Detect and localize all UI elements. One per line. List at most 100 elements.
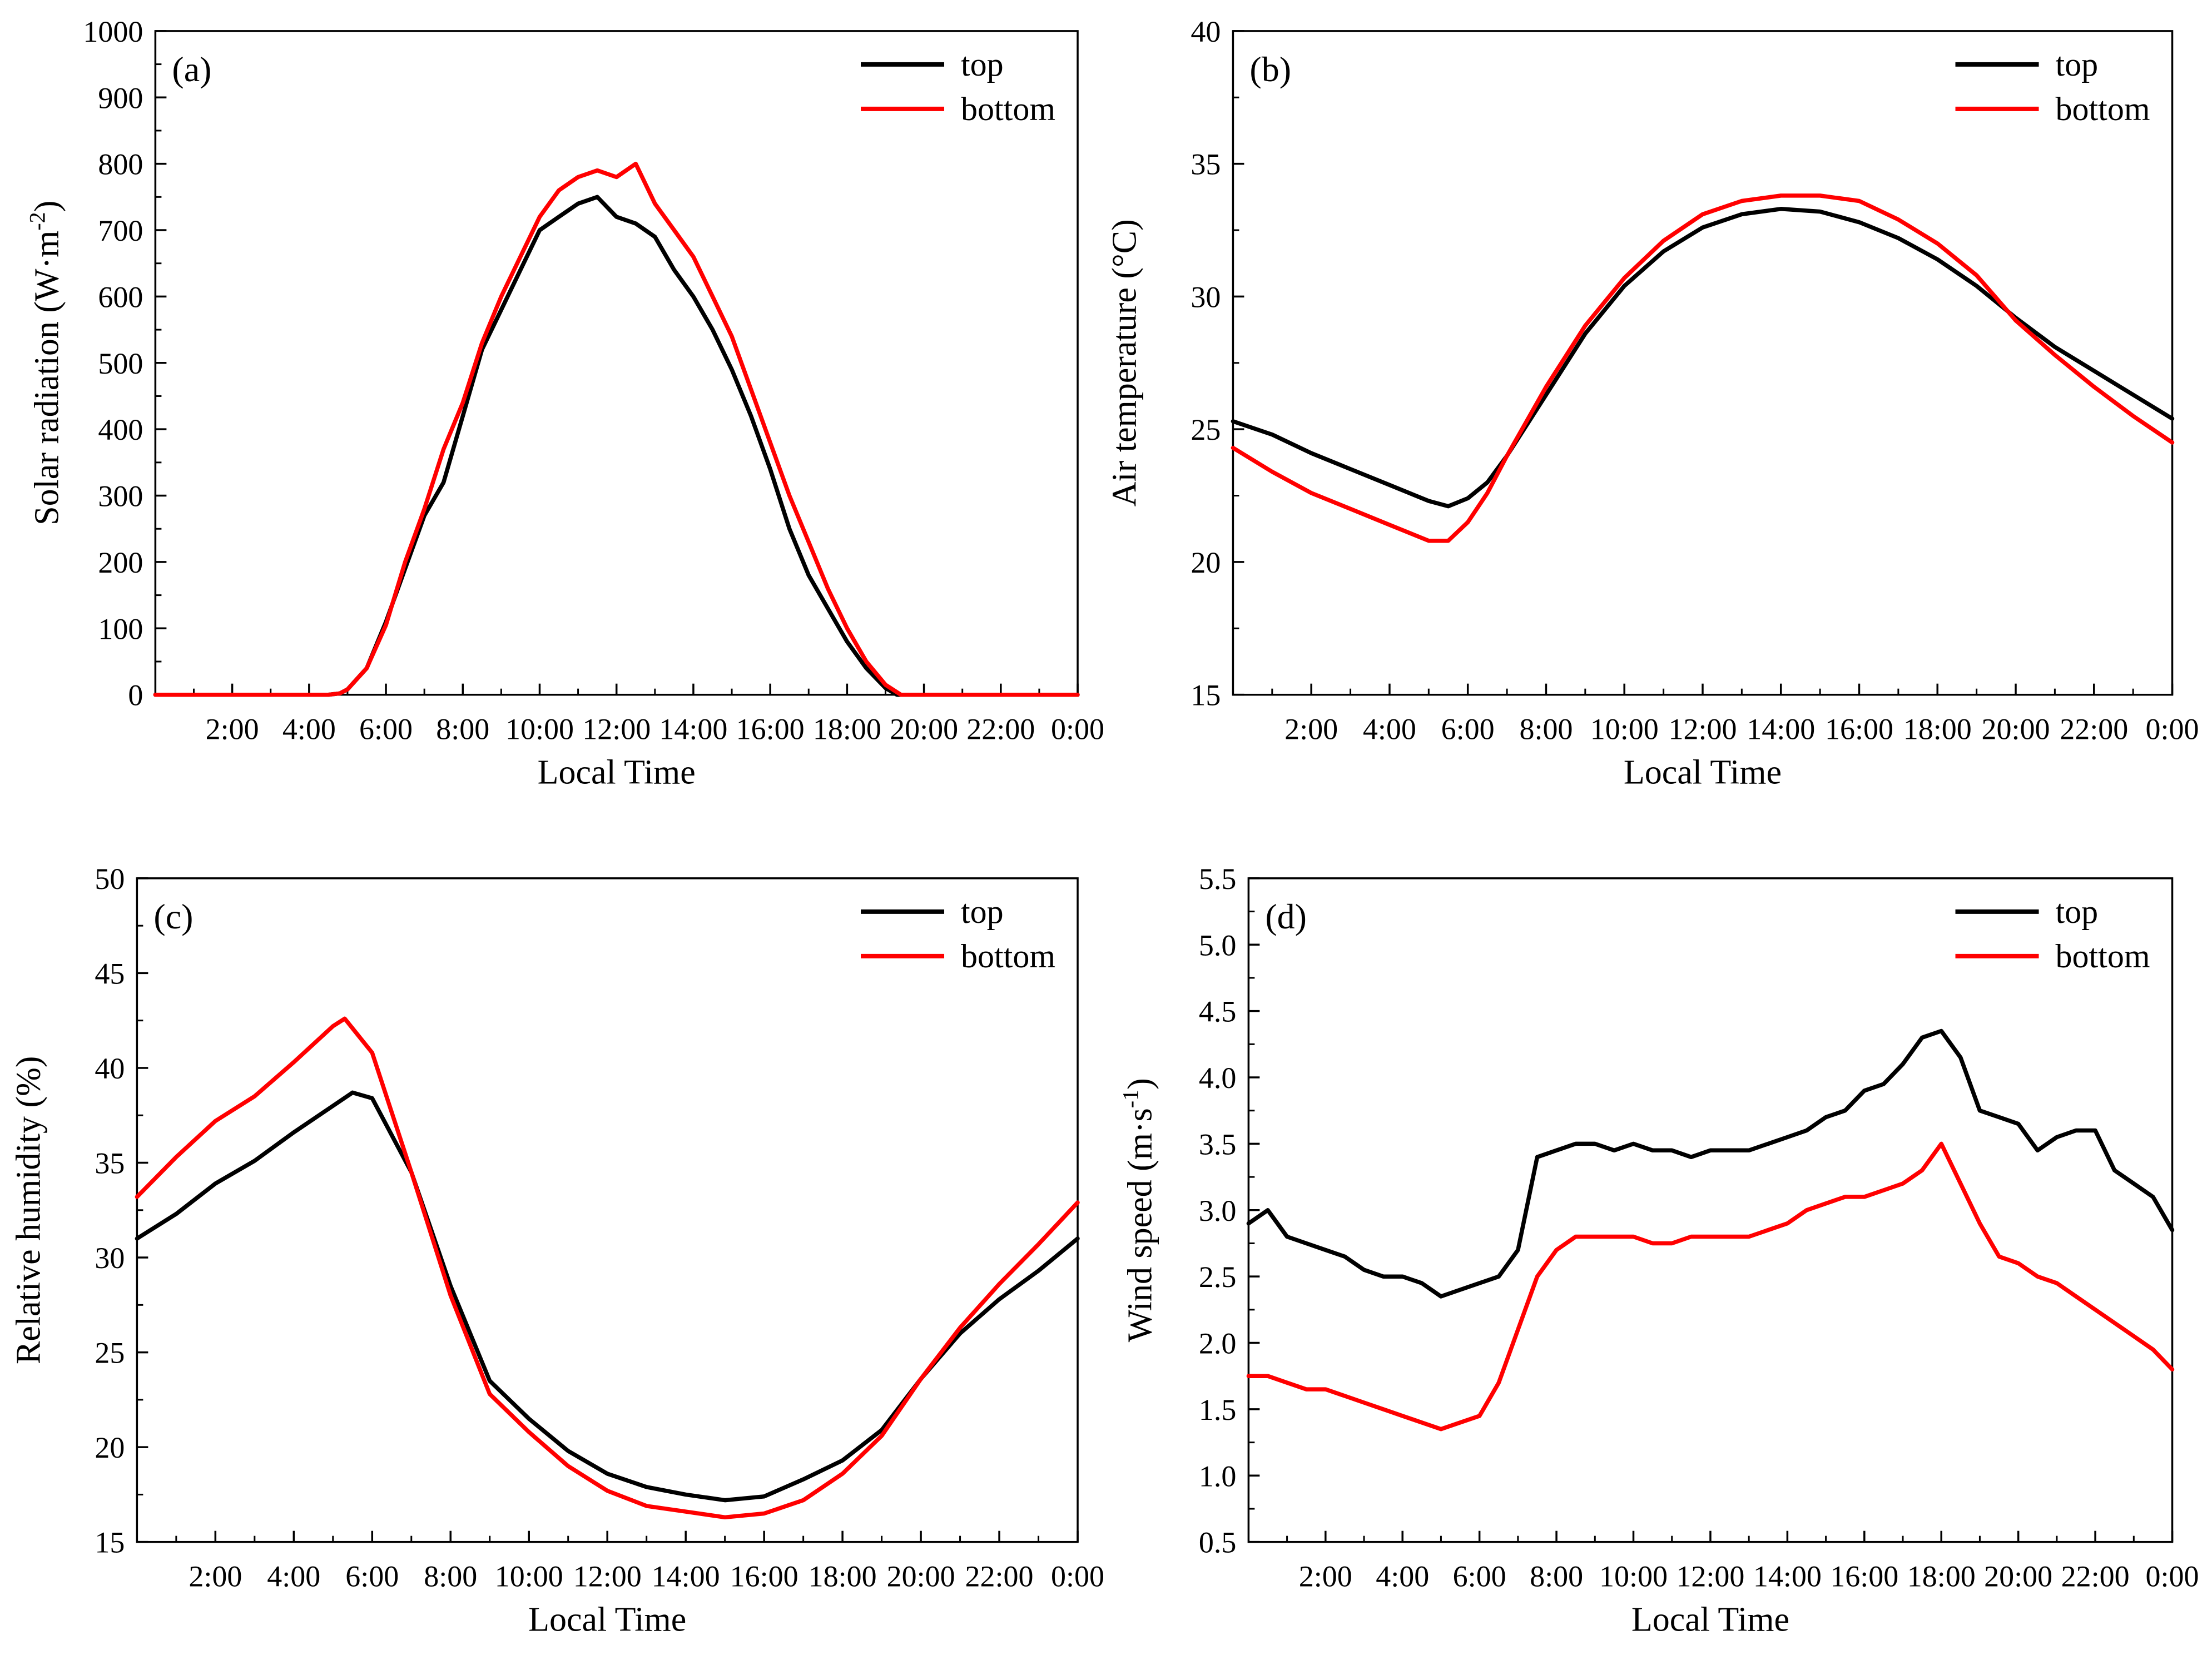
panel-d: 2:00 4:00 6:00 8:00 10:00 12:00 14:00 16:00 18:0…: [1118, 862, 2199, 1639]
plot-frame: [1247, 877, 2174, 1543]
series-line-top: [153, 195, 1080, 697]
y-tick-label: 200: [98, 546, 143, 579]
y-axis-title-superscript: -1: [1118, 1090, 1143, 1108]
panel-b: 2:00 4:00 6:00 8:00 10:00 12:00 14:00 16:00 18:0…: [1105, 15, 2199, 792]
y-tick-label: 800: [98, 148, 143, 181]
y-tick-label: 30: [1191, 280, 1221, 314]
x-tick-label: 4:00: [1376, 1560, 1429, 1593]
panel-label: (d): [1265, 897, 1307, 936]
x-tick-label: 14:00: [659, 713, 727, 746]
x-tick-label: 4:00: [267, 1560, 320, 1593]
x-axis-title: Local Time: [1624, 754, 1782, 792]
y-tick-label: 2.0: [1199, 1327, 1237, 1360]
y-tick-label: 500: [98, 347, 143, 380]
panel-label: (b): [1249, 49, 1291, 89]
y-axis-title: Solar radiation (W·m-2): [24, 201, 66, 525]
x-tick-label: 8:00: [1519, 713, 1573, 746]
y-axis-title-tail: ): [28, 201, 66, 212]
legend-label-top: top: [961, 46, 1004, 83]
y-tick-label: 40: [95, 1052, 125, 1085]
x-tick-label: 2:00: [206, 713, 259, 746]
y-tick-label: 25: [95, 1336, 125, 1370]
x-tick-label: 22:00: [2061, 1560, 2130, 1593]
series-line-bottom: [1246, 1141, 2175, 1432]
x-tick-label: 10:00: [1599, 1560, 1668, 1593]
x-axis-title: Local Time: [528, 1601, 686, 1639]
y-axis-title-text: Solar radiation (W·m: [28, 231, 66, 525]
x-tick-label: 12:00: [1668, 713, 1737, 746]
series-line-bottom: [135, 1016, 1080, 1520]
x-tick-label: 20:00: [887, 1560, 955, 1593]
y-tick-label: 35: [1191, 148, 1221, 181]
y-axis-title: Air temperature (°C): [1105, 219, 1143, 506]
series-line-top: [1231, 207, 2175, 509]
legend-label-bottom: bottom: [2056, 91, 2150, 127]
y-tick-label: 900: [98, 81, 143, 115]
y-tick-label: 2.5: [1199, 1260, 1237, 1294]
legend-label-top: top: [961, 893, 1004, 930]
y-tick-label: 700: [98, 214, 143, 247]
y-tick-label: 5.5: [1199, 862, 1237, 896]
y-axis-title-text: Wind speed (m·s: [1121, 1108, 1159, 1342]
y-tick-label: 4.0: [1199, 1061, 1237, 1095]
x-tick-label: 22:00: [966, 713, 1035, 746]
x-tick-label: 16:00: [1830, 1560, 1898, 1593]
x-tick-label: 20:00: [890, 713, 958, 746]
y-tick-label: 45: [95, 957, 125, 990]
panel-label: (c): [153, 897, 193, 936]
y-tick-label: 30: [95, 1241, 125, 1275]
x-tick-label: 14:00: [1747, 713, 1815, 746]
x-tick-label: 2:00: [1299, 1560, 1352, 1593]
legend-label-bottom: bottom: [961, 91, 1055, 127]
x-tick-label: 18:00: [1907, 1560, 1976, 1593]
y-axis-title-tail: ): [1121, 1078, 1159, 1090]
x-tick-label: 16:00: [730, 1560, 798, 1593]
y-tick-label: 40: [1191, 15, 1221, 48]
y-tick-label: 15: [1191, 679, 1221, 712]
plot-frame: [1232, 30, 2174, 696]
x-tick-label: 8:00: [1530, 1560, 1583, 1593]
x-tick-label: 10:00: [495, 1560, 563, 1593]
x-tick-label: 16:00: [736, 713, 805, 746]
y-tick-label: 3.0: [1199, 1194, 1237, 1227]
x-tick-label: 20:00: [1984, 1560, 2052, 1593]
x-tick-label: 0:00: [2146, 1560, 2199, 1593]
y-tick-label: 0.5: [1199, 1526, 1237, 1559]
x-tick-label: 18:00: [813, 713, 881, 746]
x-tick-label: 12:00: [573, 1560, 642, 1593]
panel-a: 2:00 4:00 6:00 8:00 10:00 12:00 14:00 16:00 18:0…: [24, 15, 1104, 792]
x-tick-label: 16:00: [1825, 713, 1893, 746]
y-tick-label: 600: [98, 280, 143, 314]
y-tick-label: 5.0: [1199, 928, 1237, 962]
x-tick-label: 14:00: [1753, 1560, 1822, 1593]
legend-label-bottom: bottom: [961, 938, 1055, 975]
x-tick-label: 18:00: [809, 1560, 877, 1593]
x-tick-label: 4:00: [282, 713, 336, 746]
x-tick-label: 2:00: [189, 1560, 242, 1593]
x-tick-label: 0:00: [1051, 713, 1104, 746]
x-tick-label: 8:00: [424, 1560, 477, 1593]
y-tick-label: 0: [128, 679, 143, 712]
y-tick-label: 15: [95, 1526, 125, 1559]
y-tick-label: 300: [98, 480, 143, 513]
y-axis-title-superscript: -2: [24, 212, 49, 230]
y-tick-label: 50: [95, 862, 125, 896]
y-tick-label: 4.5: [1199, 995, 1237, 1028]
x-axis-title: Local Time: [538, 754, 696, 792]
series-line-bottom: [153, 161, 1080, 697]
x-tick-label: 4:00: [1363, 713, 1416, 746]
x-tick-label: 6:00: [1453, 1560, 1506, 1593]
x-tick-label: 10:00: [1590, 713, 1659, 746]
y-tick-label: 35: [95, 1147, 125, 1180]
plot-frame: [154, 30, 1079, 696]
panel-label: (a): [172, 49, 211, 89]
x-tick-label: 22:00: [2060, 713, 2128, 746]
series-line-bottom: [1231, 193, 2175, 543]
x-tick-label: 0:00: [1051, 1560, 1104, 1593]
series-line-top: [135, 1090, 1080, 1503]
panel-c: 2:00 4:00 6:00 8:00 10:00 12:00 14:00 16:00 18:0…: [9, 862, 1104, 1639]
x-tick-label: 10:00: [505, 713, 574, 746]
x-tick-label: 18:00: [1903, 713, 1972, 746]
x-tick-label: 14:00: [652, 1560, 720, 1593]
